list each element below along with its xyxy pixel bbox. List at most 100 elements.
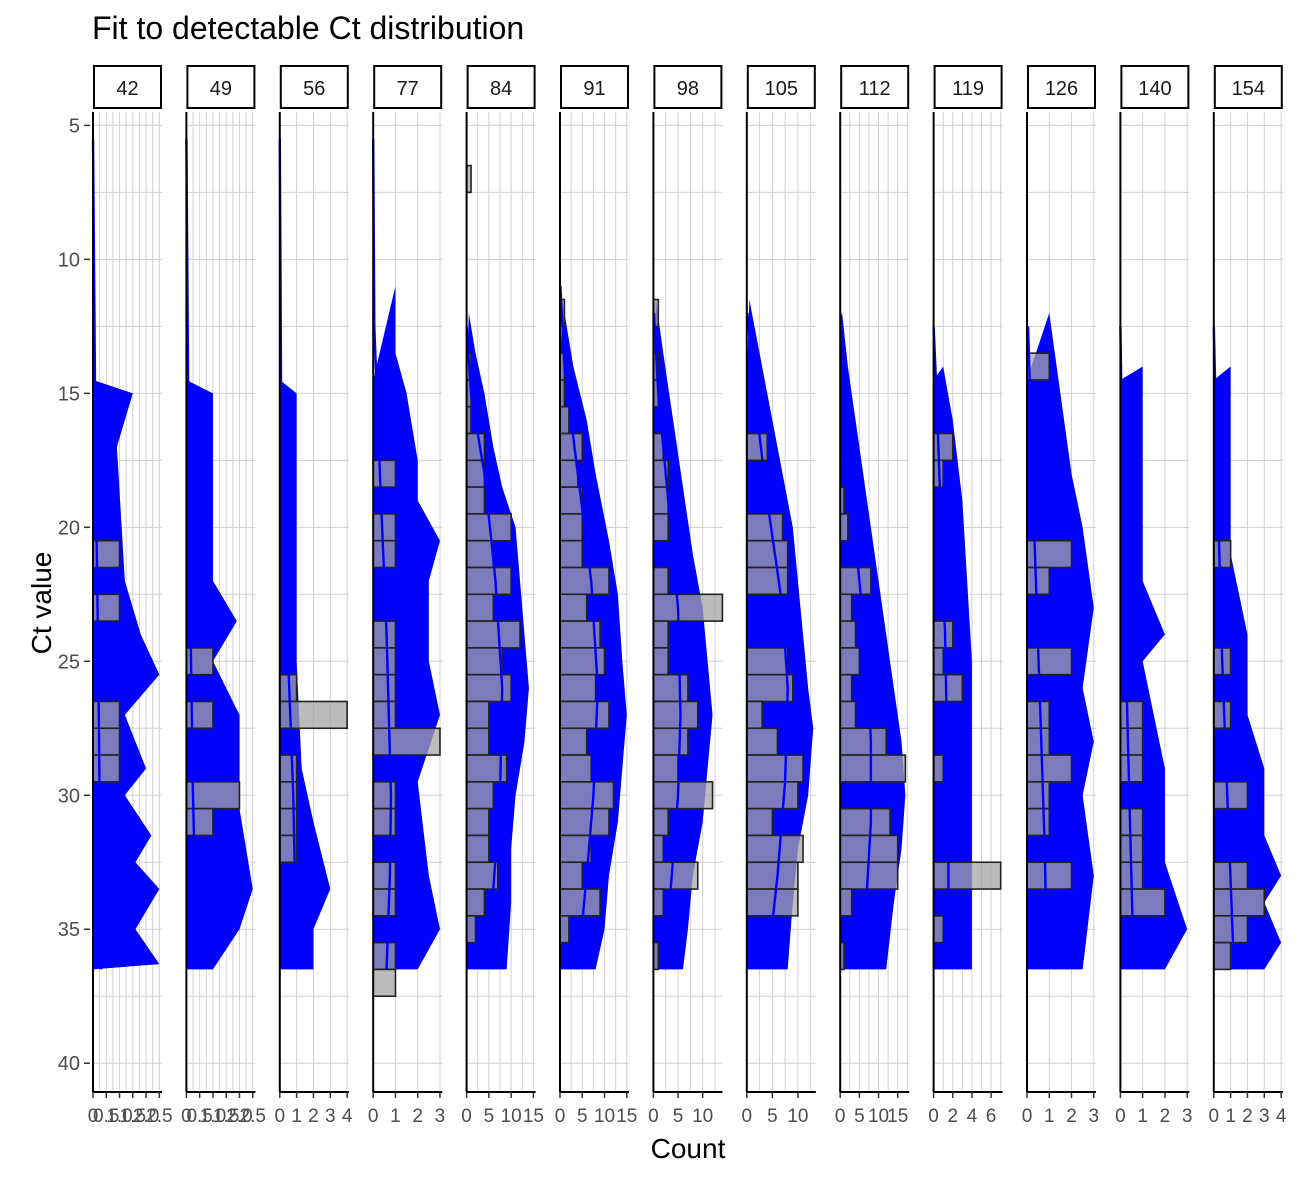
histogram-bar bbox=[745, 700, 763, 730]
histogram-bar bbox=[652, 620, 669, 649]
facet-strip bbox=[560, 65, 629, 109]
histogram-bar bbox=[92, 754, 121, 783]
histogram-bar bbox=[465, 566, 512, 596]
facet-strip bbox=[933, 65, 1003, 109]
facet-strip bbox=[93, 65, 162, 109]
histogram-bar bbox=[745, 647, 789, 676]
histogram-bar bbox=[559, 861, 584, 890]
facet-strip-label: 119 bbox=[952, 78, 984, 100]
facet-strip-label: 56 bbox=[303, 78, 325, 100]
confidence-band bbox=[933, 366, 972, 970]
histogram-bar bbox=[652, 807, 669, 837]
confidence-band bbox=[840, 312, 906, 970]
histogram-bar bbox=[1119, 888, 1166, 917]
y-tick-label: 25 bbox=[58, 651, 80, 673]
histogram-bar bbox=[839, 888, 853, 917]
facet-strip-label: 42 bbox=[116, 78, 138, 100]
histogram-bar bbox=[932, 673, 964, 703]
x-tick-label: 0 bbox=[555, 1106, 566, 1127]
histogram-bar bbox=[839, 566, 872, 596]
histogram-bar bbox=[932, 432, 954, 462]
histogram-bar bbox=[652, 700, 699, 730]
x-tick-label: 10 bbox=[692, 1106, 713, 1127]
x-tick-label: 1 bbox=[291, 1106, 302, 1127]
histogram-bar bbox=[745, 513, 784, 542]
histogram-bar bbox=[652, 888, 665, 917]
histogram-bar bbox=[652, 566, 669, 596]
histogram-bar bbox=[1026, 861, 1073, 890]
x-tick-label: 6 bbox=[986, 1106, 997, 1127]
histogram-bar bbox=[932, 915, 944, 944]
confidence-band bbox=[1213, 366, 1282, 970]
histogram-bar bbox=[1119, 807, 1144, 837]
x-tick-label: 2 bbox=[1242, 1106, 1253, 1127]
x-tick-label: 10 bbox=[501, 1106, 522, 1127]
histogram-bar bbox=[839, 593, 853, 622]
histogram-bar bbox=[745, 754, 804, 783]
fit-line bbox=[746, 312, 789, 970]
facet-strip-label: 84 bbox=[490, 78, 512, 100]
histogram-bar bbox=[559, 432, 584, 462]
x-tick-label: 2.0 bbox=[226, 1106, 252, 1127]
facet-strip-label: 49 bbox=[210, 78, 232, 100]
facet-strip bbox=[279, 65, 349, 109]
histogram-bar bbox=[745, 539, 789, 569]
histogram-bar bbox=[559, 727, 588, 756]
x-tick-label: 1 bbox=[1044, 1106, 1055, 1127]
x-tick-label: 5 bbox=[577, 1106, 588, 1127]
facet-strip-label: 154 bbox=[1232, 78, 1265, 100]
x-tick-label: 2 bbox=[1160, 1106, 1171, 1127]
histogram-bar bbox=[372, 807, 397, 837]
x-tick-label: 5 bbox=[484, 1106, 495, 1127]
histogram-bar bbox=[1119, 754, 1144, 783]
histogram-bar bbox=[372, 647, 397, 676]
x-tick-label: 0.5 bbox=[93, 1106, 119, 1127]
histogram-bar bbox=[1026, 566, 1051, 596]
histogram-bar bbox=[1026, 727, 1051, 756]
facet-strip bbox=[653, 65, 723, 109]
x-tick-label: 2 bbox=[308, 1106, 319, 1127]
chart-title: Fit to detectable Ct distribution bbox=[92, 10, 525, 46]
facet-strip bbox=[746, 65, 816, 109]
histogram-bar bbox=[1213, 915, 1249, 944]
facet-strip-label: 98 bbox=[677, 78, 699, 100]
histogram-bar bbox=[1119, 700, 1144, 730]
histogram-bar bbox=[745, 807, 774, 837]
facet-strip bbox=[840, 65, 910, 109]
histogram-bar bbox=[185, 700, 214, 730]
histogram-bar bbox=[92, 727, 121, 756]
x-tick-label: 0 bbox=[1209, 1106, 1220, 1127]
histogram-bar bbox=[559, 700, 610, 730]
facet-strip-label: 126 bbox=[1045, 78, 1078, 100]
facet-panel-140: 140 0 1 2 3 bbox=[1115, 65, 1192, 1127]
facet-panel-56: 56 0 1 2 3 4 bbox=[275, 65, 353, 1127]
histogram-bar bbox=[372, 968, 397, 998]
facet-strip bbox=[1120, 65, 1190, 109]
y-tick-label: 20 bbox=[58, 517, 80, 539]
fit-line bbox=[1119, 326, 1135, 970]
x-tick-label: 15 bbox=[523, 1106, 544, 1127]
histogram-bar bbox=[932, 861, 1002, 890]
y-tick-label: 40 bbox=[58, 1053, 80, 1075]
fit-line bbox=[932, 326, 951, 970]
histogram-bar bbox=[932, 620, 954, 649]
histogram-bar bbox=[652, 727, 689, 756]
x-tick-label: 1 bbox=[1225, 1106, 1236, 1127]
x-tick-label: 2 bbox=[1066, 1106, 1077, 1127]
histogram-bar bbox=[839, 513, 849, 542]
x-tick-label: 1.0 bbox=[200, 1106, 226, 1127]
x-tick-label: 0 bbox=[928, 1106, 939, 1127]
y-tick-label: 5 bbox=[69, 115, 80, 137]
histogram-bar bbox=[559, 539, 584, 569]
x-tick-label: 15 bbox=[616, 1106, 637, 1127]
histogram-bar bbox=[372, 888, 397, 917]
facet-strip-label: 77 bbox=[397, 78, 419, 100]
x-tick-label: 5 bbox=[673, 1106, 684, 1127]
histogram-bar bbox=[745, 834, 804, 864]
y-tick-label: 10 bbox=[58, 249, 80, 271]
x-tick-label: 0 bbox=[742, 1106, 753, 1127]
histogram-bar bbox=[745, 566, 789, 596]
x-tick-label: 10 bbox=[594, 1106, 615, 1127]
histogram-bar bbox=[932, 754, 944, 783]
histogram-bar bbox=[559, 781, 615, 810]
